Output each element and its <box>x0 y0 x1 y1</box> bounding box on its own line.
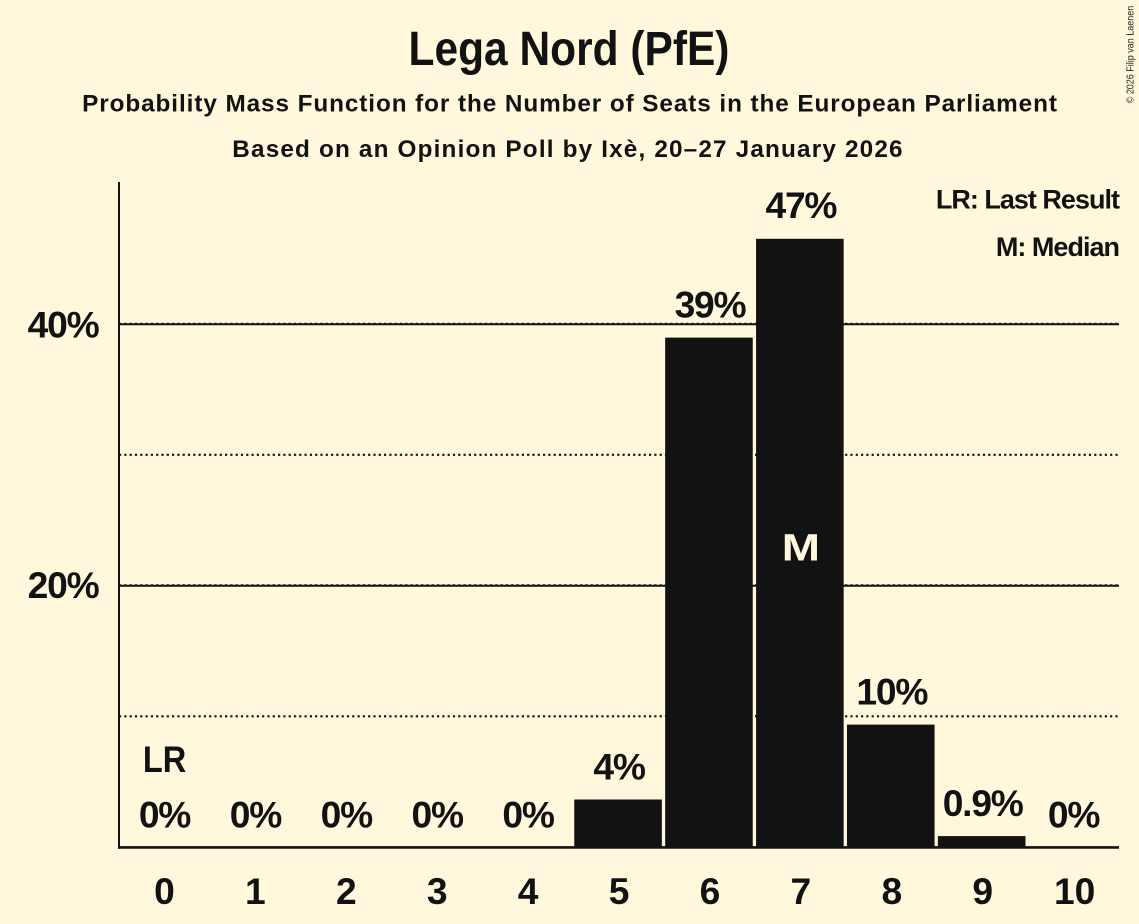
svg-text:0%: 0% <box>321 794 373 836</box>
svg-text:0%: 0% <box>502 794 554 836</box>
svg-text:0: 0 <box>154 870 175 912</box>
svg-text:0%: 0% <box>139 794 191 836</box>
svg-text:2: 2 <box>336 870 357 912</box>
svg-text:6: 6 <box>700 870 721 912</box>
svg-text:47%: 47% <box>765 184 837 226</box>
svg-text:39%: 39% <box>675 284 747 326</box>
svg-text:5: 5 <box>609 870 630 912</box>
svg-text:M: Median: M: Median <box>996 232 1119 262</box>
svg-text:LR: Last Result: LR: Last Result <box>936 185 1120 215</box>
svg-text:M: M <box>782 526 820 569</box>
svg-text:0%: 0% <box>412 794 464 836</box>
svg-text:20%: 20% <box>28 564 100 606</box>
svg-text:© 2026 Filip van Laenen: © 2026 Filip van Laenen <box>1126 6 1137 104</box>
svg-text:7: 7 <box>791 870 812 912</box>
svg-text:8: 8 <box>881 870 902 912</box>
svg-text:4%: 4% <box>593 746 645 788</box>
svg-text:10%: 10% <box>856 671 928 713</box>
svg-text:1: 1 <box>245 870 266 912</box>
svg-text:0.9%: 0.9% <box>943 782 1024 824</box>
svg-text:0%: 0% <box>230 794 282 836</box>
svg-text:Based on an Opinion Poll by Ix: Based on an Opinion Poll by Ixè, 20–27 J… <box>232 136 903 163</box>
svg-text:4: 4 <box>518 870 539 912</box>
svg-text:0%: 0% <box>1048 794 1100 836</box>
svg-text:40%: 40% <box>28 303 100 345</box>
svg-text:3: 3 <box>427 870 448 912</box>
svg-text:9: 9 <box>972 870 993 912</box>
svg-text:LR: LR <box>143 739 186 781</box>
svg-text:Probability Mass Function for: Probability Mass Function for the Number… <box>82 91 1058 118</box>
svg-text:10: 10 <box>1054 870 1095 912</box>
svg-text:Lega Nord (PfE): Lega Nord (PfE) <box>409 22 730 76</box>
